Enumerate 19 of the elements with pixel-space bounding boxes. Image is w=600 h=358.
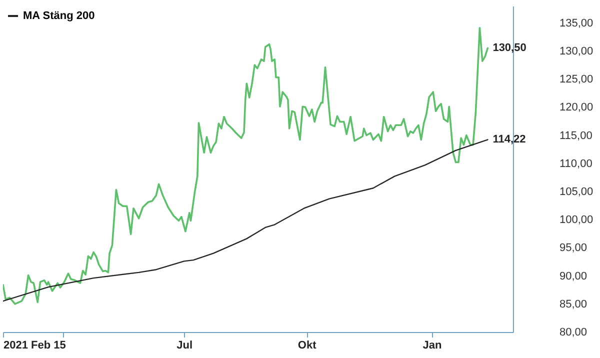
x-tick-label: Okt — [298, 340, 317, 352]
y-tick-label: 80,00 — [560, 326, 588, 338]
x-tick-label: Jan — [422, 340, 442, 352]
y-tick-label: 105,00 — [560, 186, 594, 198]
y-tick-label: 85,00 — [560, 298, 588, 310]
x-tick-label: 2021 Feb 15 — [4, 340, 66, 352]
line-series — [3, 139, 488, 302]
y-tick-label: 90,00 — [560, 270, 588, 282]
line-series — [3, 27, 489, 305]
x-tick-label: Jul — [176, 340, 193, 352]
y-tick-label: 95,00 — [560, 242, 588, 254]
y-tick-label: 125,00 — [560, 74, 594, 86]
y-tick-label: 110,00 — [560, 158, 592, 170]
y-tick-label: 120,00 — [560, 102, 594, 114]
y-tick-label: 130,00 — [560, 45, 594, 58]
y-tick-label: 135,00 — [560, 17, 594, 30]
legend-label: MA Stäng 200 — [23, 10, 95, 22]
y-tick-label: 115,00 — [560, 130, 592, 142]
y-tick-label: 100,00 — [560, 214, 594, 226]
